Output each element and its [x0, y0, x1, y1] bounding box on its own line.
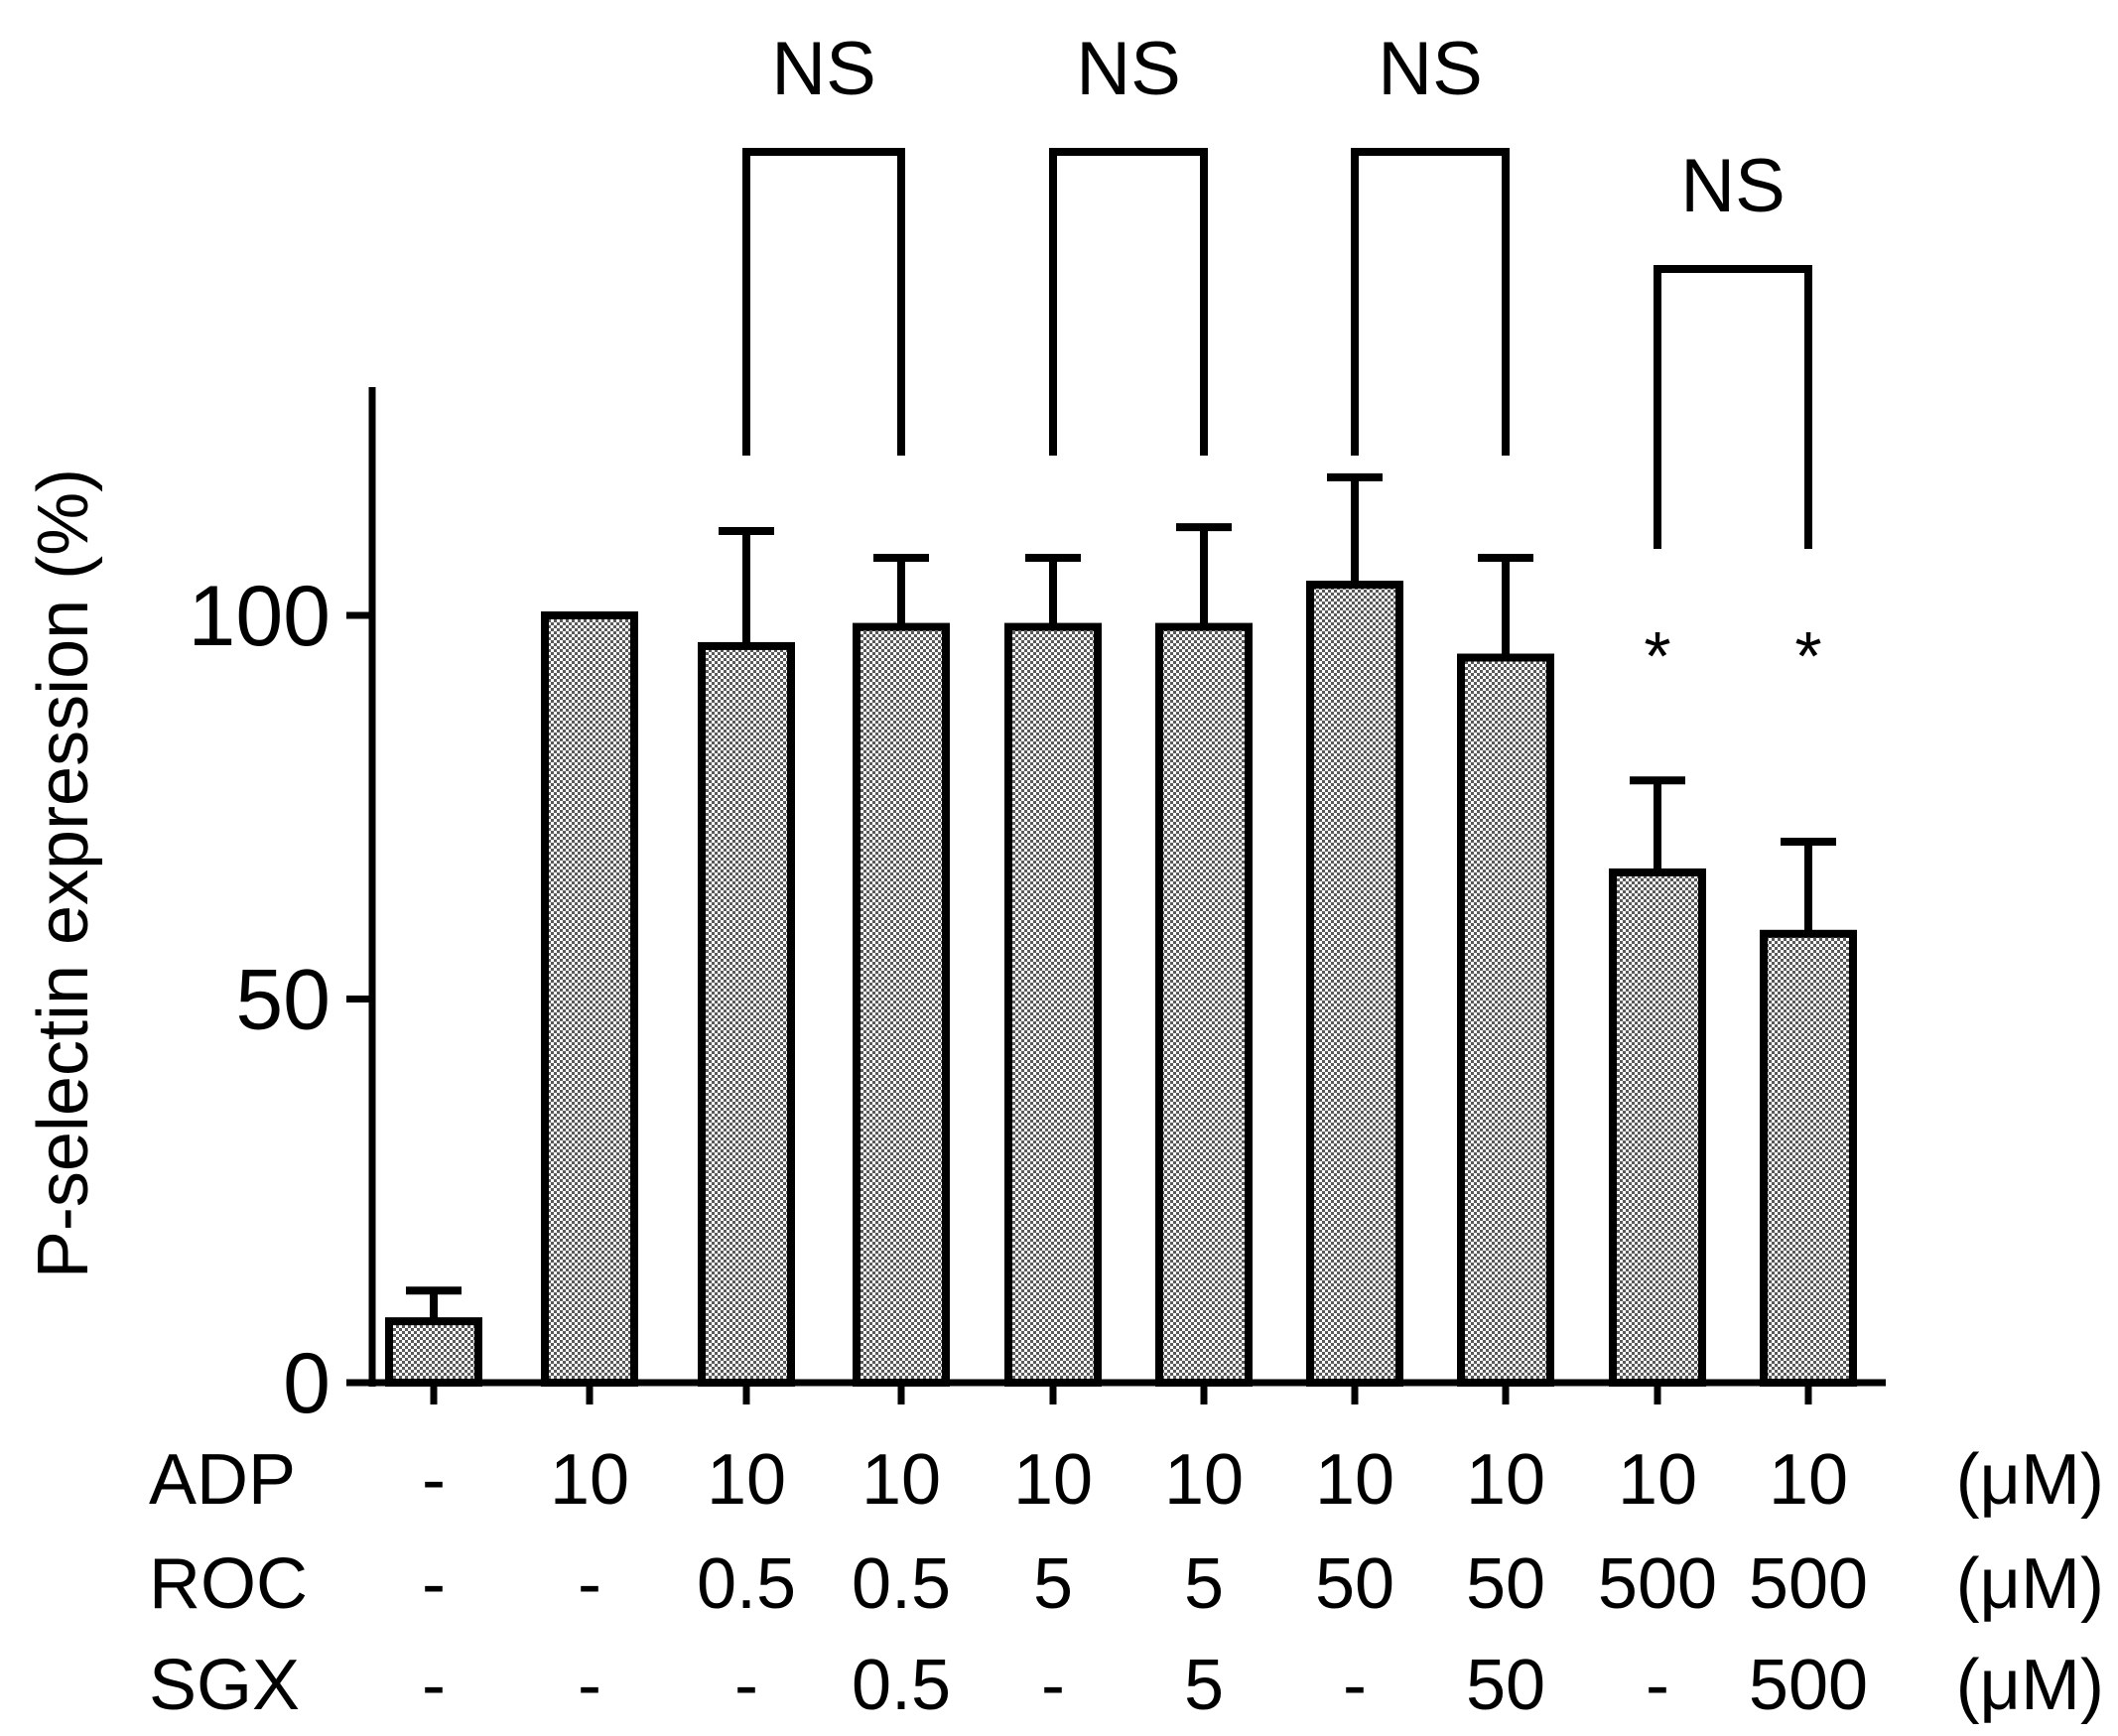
bar: [698, 641, 795, 1387]
bar: [1155, 622, 1253, 1387]
condition-value: 10: [861, 1440, 941, 1520]
bar: [385, 1317, 482, 1388]
condition-value: 50: [1466, 1544, 1545, 1624]
condition-unit: (μM): [1956, 1440, 2104, 1520]
condition-value: 10: [1164, 1440, 1244, 1520]
condition-value: -: [734, 1646, 758, 1725]
significance-label: NS: [1378, 27, 1483, 111]
condition-value: 5: [1033, 1544, 1073, 1624]
condition-value: 500: [1749, 1544, 1868, 1624]
condition-value: 5: [1184, 1646, 1224, 1725]
condition-value: -: [422, 1544, 446, 1624]
significance-marker: *: [1644, 617, 1670, 695]
y-tick-label: 100: [189, 569, 331, 664]
condition-value: 10: [550, 1440, 629, 1520]
condition-value: -: [1646, 1646, 1669, 1725]
bar: [1760, 929, 1857, 1387]
y-axis-label: P-selectin expression (%): [24, 468, 103, 1278]
condition-value: -: [1343, 1646, 1367, 1725]
condition-value: -: [578, 1544, 601, 1624]
condition-value: 0.5: [697, 1544, 796, 1624]
significance-bracket: [1351, 148, 1510, 456]
bar: [853, 622, 950, 1387]
bar: [1306, 581, 1403, 1387]
condition-value: 10: [707, 1440, 786, 1520]
bar: [1609, 868, 1706, 1387]
condition-row-label: ADP: [149, 1440, 296, 1520]
y-tick-label: 0: [283, 1336, 331, 1431]
condition-value: 50: [1466, 1646, 1545, 1725]
condition-value: -: [422, 1646, 446, 1725]
y-tick-label: 50: [235, 953, 331, 1048]
condition-value: 10: [1466, 1440, 1545, 1520]
condition-value: 0.5: [852, 1544, 951, 1624]
bar: [541, 611, 638, 1387]
condition-row-label: SGX: [149, 1646, 300, 1725]
significance-label: NS: [1680, 144, 1786, 228]
condition-value: 500: [1598, 1544, 1717, 1624]
bar: [1004, 622, 1102, 1387]
significance-bracket: [1049, 148, 1208, 456]
condition-value: -: [422, 1440, 446, 1520]
significance-label: NS: [1076, 27, 1181, 111]
condition-value: -: [578, 1646, 601, 1725]
significance-bracket: [742, 148, 905, 456]
condition-value: 0.5: [852, 1646, 951, 1725]
condition-unit: (μM): [1956, 1646, 2104, 1725]
significance-bracket: [1654, 265, 1812, 549]
condition-value: 10: [1769, 1440, 1848, 1520]
condition-value: 5: [1184, 1544, 1224, 1624]
condition-value: 10: [1315, 1440, 1394, 1520]
condition-row-label: ROC: [149, 1544, 308, 1624]
condition-value: -: [1041, 1646, 1065, 1725]
condition-unit: (μM): [1956, 1544, 2104, 1624]
bar: [1457, 653, 1554, 1387]
condition-value: 50: [1315, 1544, 1394, 1624]
significance-label: NS: [771, 27, 876, 111]
condition-value: 10: [1618, 1440, 1697, 1520]
condition-value: 500: [1749, 1646, 1868, 1725]
condition-value: 10: [1013, 1440, 1093, 1520]
significance-marker: *: [1794, 617, 1821, 695]
